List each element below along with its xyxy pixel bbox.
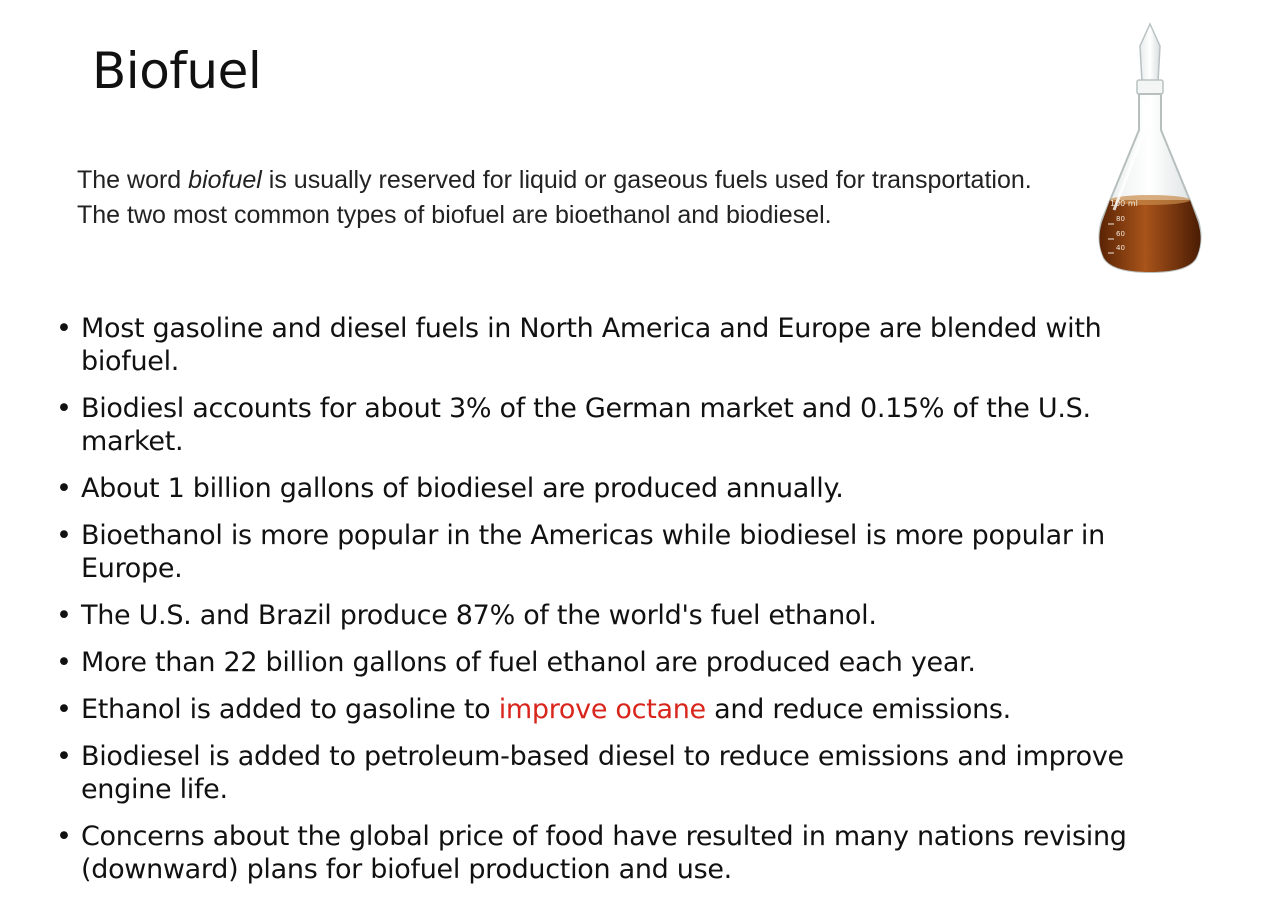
bullet-item: • Biodiesl accounts for about 3% of the G… <box>56 392 1146 458</box>
bullet-text-end: and reduce emissions. <box>705 694 1011 725</box>
bullet-text: About 1 billion gallons of biodiesel are… <box>81 473 844 504</box>
bullet-marker: • <box>56 520 72 551</box>
bullet-text: Concerns about the global price of food … <box>81 821 1127 885</box>
intro-text-start: The word <box>77 166 189 194</box>
flask-marking-40: 40 <box>1116 244 1125 252</box>
bullet-item: • The U.S. and Brazil produce 87% of the … <box>56 599 1146 632</box>
flask-marking-80: 80 <box>1116 215 1125 223</box>
bullet-marker: • <box>56 741 72 772</box>
bullet-item: • Biodiesel is added to petroleum-based d… <box>56 740 1146 806</box>
slide-title: Biofuel <box>92 42 262 100</box>
bullet-text: Biodiesel is added to petroleum-based di… <box>81 741 1124 805</box>
intro-emphasis: biofuel <box>188 166 262 194</box>
bullet-marker: • <box>56 393 72 424</box>
intro-text-end: is usually reserved for liquid or gaseou… <box>77 166 1032 229</box>
bullet-marker: • <box>56 821 72 852</box>
erlenmeyer-flask-icon: 100 ml 80 60 40 <box>1098 22 1202 274</box>
bullet-list: • Most gasoline and diesel fuels in North… <box>56 312 1146 900</box>
bullet-marker: • <box>56 694 72 725</box>
bullet-text: The U.S. and Brazil produce 87% of the w… <box>81 600 877 631</box>
bullet-item: • Bioethanol is more popular in the Ameri… <box>56 519 1146 585</box>
bullet-marker: • <box>56 647 72 678</box>
bullet-item: • More than 22 billion gallons of fuel et… <box>56 646 1146 679</box>
bullet-item: • Concerns about the global price of food… <box>56 820 1146 886</box>
bullet-marker: • <box>56 313 72 344</box>
flask-marking-60: 60 <box>1116 230 1125 238</box>
flask-marking-100: 100 ml <box>1110 199 1138 208</box>
bullet-item: • Most gasoline and diesel fuels in North… <box>56 312 1146 378</box>
bullet-text: Bioethanol is more popular in the Americ… <box>81 520 1105 584</box>
bullet-text: Most gasoline and diesel fuels in North … <box>81 313 1102 377</box>
bullet-text-start: Ethanol is added to gasoline to <box>81 694 499 725</box>
bullet-marker: • <box>56 600 72 631</box>
bullet-item: • Ethanol is added to gasoline to improve… <box>56 693 1146 726</box>
bullet-text: Biodiesl accounts for about 3% of the Ge… <box>81 393 1091 457</box>
bullet-marker: • <box>56 473 72 504</box>
highlighted-phrase: improve octane <box>498 694 706 725</box>
intro-paragraph: The word biofuel is usually reserved for… <box>77 163 1057 233</box>
bullet-text: More than 22 billion gallons of fuel eth… <box>81 647 976 678</box>
bullet-item: • About 1 billion gallons of biodiesel ar… <box>56 472 1146 505</box>
